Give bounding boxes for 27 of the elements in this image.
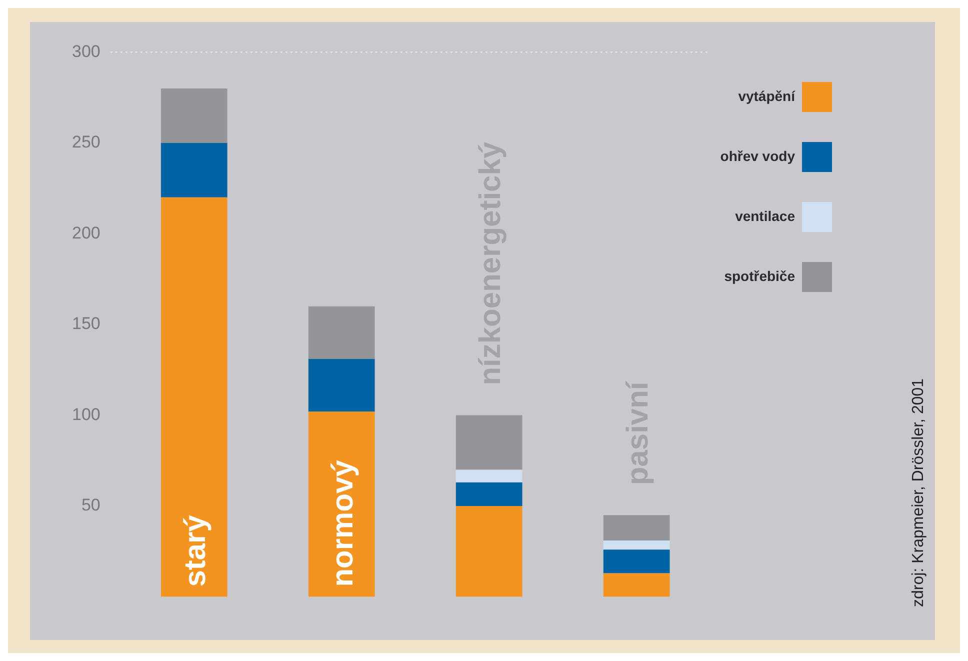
y-tick-label: 150 bbox=[72, 314, 100, 334]
bar bbox=[456, 415, 522, 470]
bar bbox=[308, 358, 375, 412]
x-tick-label: starý bbox=[179, 514, 212, 587]
bar bbox=[160, 88, 228, 143]
y-tick-label: 200 bbox=[72, 223, 100, 242]
bar bbox=[456, 470, 522, 482]
bar bbox=[603, 573, 670, 597]
bar bbox=[603, 550, 670, 574]
bar bbox=[160, 197, 228, 597]
bar bbox=[603, 540, 670, 550]
bar bbox=[456, 506, 522, 597]
bar bbox=[308, 306, 375, 359]
bar bbox=[308, 412, 375, 597]
bar bbox=[456, 482, 522, 506]
bar bbox=[160, 142, 228, 198]
y-tick-label: 250 bbox=[72, 132, 100, 152]
y-tick-label: 300 bbox=[72, 42, 100, 61]
legend-label: ventilace bbox=[735, 208, 796, 224]
text: zdroj: Krapmeier, Drössler, 2001 bbox=[910, 378, 928, 607]
bar bbox=[603, 515, 670, 541]
legend-label: vytápění bbox=[738, 88, 796, 104]
legend-label: spotřebiče bbox=[724, 268, 796, 284]
legend-label: ohřev vody bbox=[720, 148, 796, 164]
y-tick-label: 100 bbox=[72, 404, 100, 424]
y-tick-label: 50 bbox=[81, 496, 100, 515]
x-tick-label: normový bbox=[326, 460, 360, 587]
